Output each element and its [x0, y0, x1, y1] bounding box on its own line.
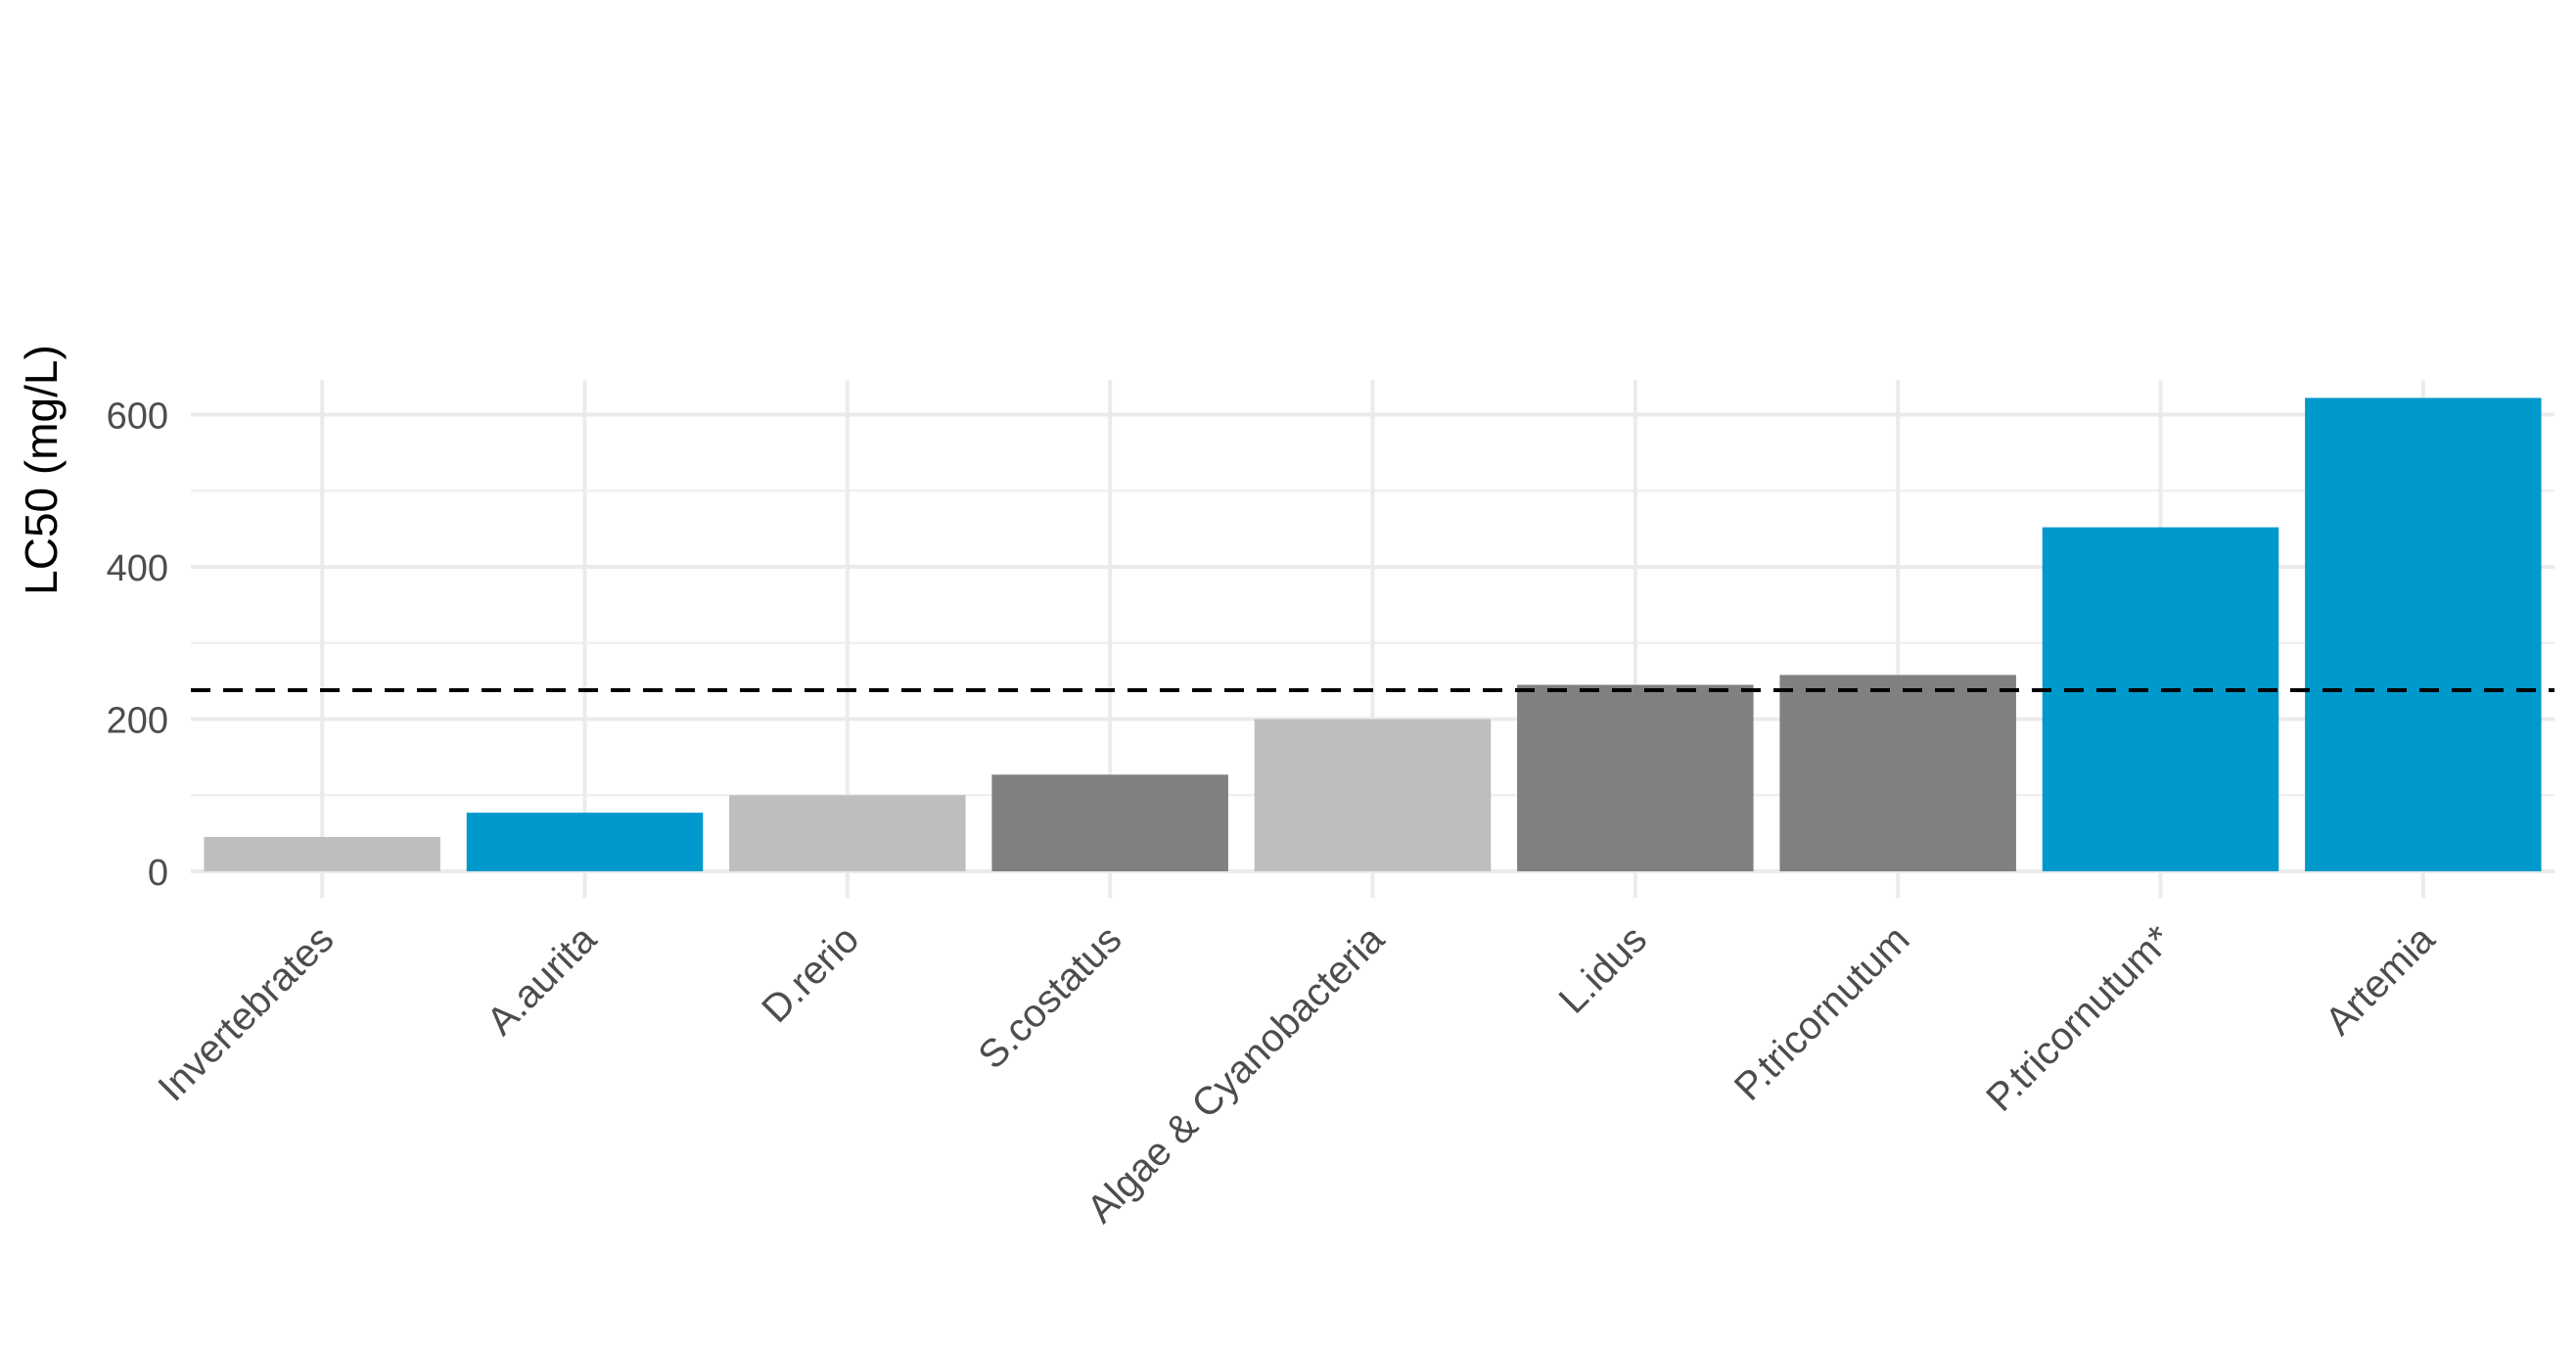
x-tick-label: P.tricornutum [1726, 917, 1918, 1109]
bar-a-aurita [466, 813, 704, 871]
x-tick-label: P.tricornutum* [1978, 917, 2181, 1120]
bar-algae-cyanobacteria [1254, 719, 1492, 871]
bar-artemia [2305, 397, 2542, 871]
x-tick-label: L.idus [1551, 917, 1656, 1022]
x-tick-label: Algae & Cyanobacteria [1079, 917, 1393, 1232]
y-tick-label: 600 [107, 396, 168, 438]
x-tick-label: Invertebrates [150, 917, 342, 1109]
y-tick-label: 200 [107, 701, 168, 742]
x-tick-label: S.costatus [970, 917, 1129, 1077]
x-tick-label: A.aurita [479, 917, 605, 1044]
bar-p-tricornutum [1779, 675, 2016, 871]
bar-s-costatus [991, 774, 1228, 871]
bar-l-idus [1517, 684, 1754, 871]
bar-p-tricornutum [2042, 527, 2279, 871]
bar-invertebrates [204, 837, 440, 871]
y-axis-title: LC50 (mg/L) [16, 345, 67, 595]
y-tick-label: 0 [148, 853, 168, 894]
x-tick-label: D.rerio [754, 917, 867, 1031]
x-tick-label: Artemia [2318, 917, 2444, 1044]
y-tick-label: 400 [107, 548, 168, 589]
bar-d-rerio [729, 795, 966, 871]
